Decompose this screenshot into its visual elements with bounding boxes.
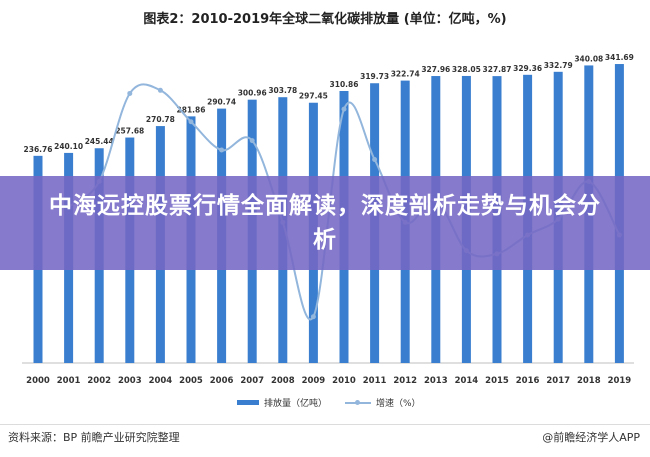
x-tick-2011: 2011 [363,376,387,386]
headline-text: 中海远控股票行情全面解读，深度剖析走势与机会分析 [49,193,601,253]
bar-value-label-2018: 340.08 [574,54,603,63]
bar-value-label-2016: 329.36 [513,64,542,73]
bar-value-label-2015: 327.87 [483,65,512,74]
bar-value-label-2017: 332.79 [544,61,573,70]
x-tick-2014: 2014 [455,376,479,386]
growth-point-2004 [157,87,163,93]
bar-value-label-2005: 281.86 [177,105,206,114]
x-tick-2000: 2000 [26,376,50,386]
bar-value-label-2000: 236.76 [24,145,53,154]
bar-value-label-2013: 327.96 [421,65,450,74]
growth-point-2003 [127,90,133,96]
headline-banner: 中海远控股票行情全面解读，深度剖析走势与机会分析 [0,176,650,270]
growth-point-2005 [188,119,194,125]
bar-value-label-2002: 245.44 [85,137,114,146]
bar-value-label-2009: 297.45 [299,92,328,101]
bar-value-label-2007: 300.96 [238,89,267,98]
x-tick-2012: 2012 [393,376,417,386]
source-note: 资料来源：BP 前瞻产业研究院整理 [8,431,180,444]
x-tick-2004: 2004 [149,376,173,386]
growth-point-2007 [249,138,255,144]
x-tick-2013: 2013 [424,376,448,386]
legend-label-emissions: 排放量（亿吨） [264,399,328,409]
growth-point-2009 [310,314,316,320]
x-tick-2005: 2005 [179,376,203,386]
x-tick-2001: 2001 [57,376,81,386]
x-tick-2008: 2008 [271,376,295,386]
x-tick-2007: 2007 [240,376,264,386]
legend-item-emissions: 排放量（亿吨） [237,396,327,409]
bar-value-label-2011: 319.73 [360,72,389,81]
brand-credit: @前瞻经济学人APP [542,431,640,444]
x-tick-2009: 2009 [302,376,326,386]
x-tick-2015: 2015 [485,376,509,386]
bar-value-label-2014: 328.05 [452,65,481,74]
footer-divider [0,424,650,425]
legend-label-growth: 增速（%） [376,399,421,409]
growth-point-2006 [219,147,225,153]
bar-value-label-2019: 341.69 [605,53,634,62]
bar-value-label-2008: 303.78 [268,86,297,95]
legend-bar-swatch [237,400,259,405]
x-tick-2003: 2003 [118,376,142,386]
x-tick-labels: 2000 2001 2002 2003 2004 2005 2006 2007 2008 2009… [26,376,631,386]
bar-value-label-2001: 240.10 [54,142,83,151]
bar-value-label-2012: 322.74 [391,70,420,79]
x-tick-2019: 2019 [608,376,632,386]
x-tick-2010: 2010 [332,376,356,386]
x-tick-2017: 2017 [546,376,570,386]
bar-value-labels: 236.76 240.10245.44257.68270.78281.86290.… [24,53,634,154]
x-tick-2016: 2016 [516,376,540,386]
growth-point-2011 [372,156,378,162]
legend-line-swatch [345,399,371,405]
chart-title: 图表2：2010-2019年全球二氧化碳排放量 (单位：亿吨，%) [143,12,507,27]
bar-value-label-2010: 310.86 [330,80,359,89]
bar-value-label-2006: 290.74 [207,98,236,107]
legend-item-growth: 增速（%） [345,396,421,409]
growth-point-2010 [341,106,347,112]
x-tick-2002: 2002 [87,376,111,386]
bar-value-label-2003: 257.68 [115,127,144,136]
x-tick-2006: 2006 [210,376,234,386]
x-tick-2018: 2018 [577,376,601,386]
bar-value-label-2004: 270.78 [146,115,175,124]
